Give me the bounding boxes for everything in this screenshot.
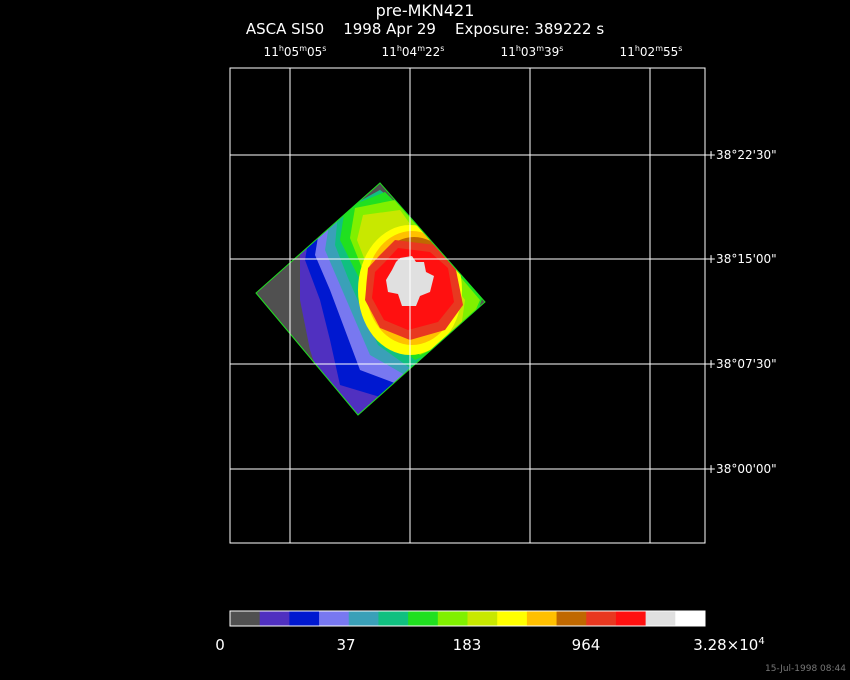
ra-label: 11h02m55s xyxy=(619,44,683,59)
contour-image xyxy=(256,183,485,415)
ra-label: 11h03m39s xyxy=(500,44,564,59)
colorbar-segment xyxy=(348,611,379,626)
plot-title: pre-MKN421 xyxy=(375,1,475,20)
dec-label: +38°00'00" xyxy=(706,462,777,476)
colorbar-max-label: 3.28×104 xyxy=(693,636,765,654)
colorbar-segment xyxy=(586,611,617,626)
ra-label: 11h04m22s xyxy=(381,44,445,59)
colorbar-segment xyxy=(437,611,468,626)
colorbar-segment xyxy=(526,611,558,626)
plot-subtitle: ASCA SIS0 1998 Apr 29 Exposure: 389222 s xyxy=(0,20,850,38)
coordinate-grid xyxy=(229,67,706,544)
ra-label: 11h05m05s xyxy=(263,44,327,59)
colorbar-segment xyxy=(615,611,647,626)
colorbar-segment xyxy=(675,611,706,626)
dec-label: +38°15'00" xyxy=(706,252,777,266)
colorbar-segment xyxy=(408,611,439,626)
colorbar xyxy=(230,611,706,626)
colorbar-label: 183 xyxy=(452,636,482,654)
dec-label: +38°22'30" xyxy=(706,148,777,162)
image-edge xyxy=(255,182,486,416)
colorbar-segment xyxy=(467,611,498,626)
colorbar-segment xyxy=(259,611,290,626)
colorbar-frame xyxy=(229,610,706,627)
colorbar-segment xyxy=(289,611,320,626)
exposure-label: Exposure: 389222 s xyxy=(455,20,605,38)
colorbar-label: 0 xyxy=(215,636,225,654)
colorbar-segment xyxy=(378,611,409,626)
colorbar-label: 37 xyxy=(336,636,356,654)
dec-label: +38°07'30" xyxy=(706,357,777,371)
colorbar-segment xyxy=(645,611,676,626)
colorbar-label: 964 xyxy=(571,636,601,654)
colorbar-segment xyxy=(497,611,528,626)
colorbar-segment xyxy=(319,611,350,626)
colorbar-segment xyxy=(556,611,587,626)
colorbar-segment xyxy=(230,611,261,626)
dec-tick-marks xyxy=(700,154,710,470)
instrument-label: ASCA SIS0 xyxy=(245,20,325,38)
observation-date: 1998 Apr 29 xyxy=(343,20,436,38)
footer-timestamp: 15-Jul-1998 08:44 xyxy=(764,664,846,674)
